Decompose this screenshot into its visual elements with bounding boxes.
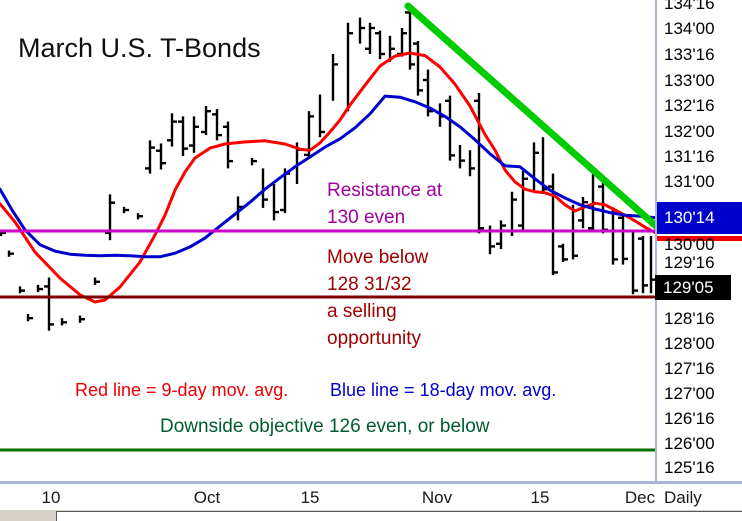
price-axis-label: 134'16 — [664, 0, 715, 13]
ma9-line — [0, 51, 657, 304]
price-marker-current: 130'14 — [657, 202, 742, 234]
resistance-annotation: Resistance at 130 even — [327, 177, 442, 231]
sell-annotation-line2: 128 31/32 — [327, 274, 412, 295]
price-axis-label: 125'16 — [664, 458, 715, 477]
timeframe-label: Daily — [664, 488, 702, 507]
price-axis-label: 129'16 — [664, 253, 715, 272]
price-axis-label: 130'00 — [664, 235, 715, 254]
price-axis-label: 128'16 — [664, 309, 715, 328]
price-chart — [0, 2, 657, 452]
ma18-line — [0, 94, 657, 259]
date-axis-label: Nov — [421, 488, 453, 507]
resistance-annotation-line2: 130 even — [327, 207, 406, 228]
price-axis-label: 126'16 — [664, 409, 715, 428]
date-axis-label: 15 — [530, 488, 550, 507]
price-axis-label: 132'16 — [664, 96, 715, 115]
price-pane[interactable]: March U.S. T-Bonds Resistance at 130 eve… — [0, 0, 657, 481]
legend-red-ma: Red line = 9-day mov. avg. — [75, 380, 289, 400]
sell-annotation-line1: Move below — [327, 247, 429, 268]
bottom-strip — [0, 510, 742, 521]
price-axis-label: 133'00 — [664, 71, 715, 90]
price-axis-label: 131'16 — [664, 147, 715, 166]
price-axis-label: 134'00 — [664, 19, 715, 38]
chart-title: March U.S. T-Bonds — [18, 33, 261, 63]
sell-annotation-line3: a selling — [327, 301, 397, 322]
resistance-annotation-line1: Resistance at — [327, 180, 443, 201]
downtrend-line — [404, 2, 657, 230]
sell-annotation: Move below 128 31/32 a selling opportuni… — [327, 244, 428, 352]
price-marker-red-strip — [657, 236, 742, 241]
price-axis-label: 128'00 — [664, 334, 715, 353]
price-axis-label: 127'00 — [664, 384, 715, 403]
price-axis-label: 127'16 — [664, 359, 715, 378]
pane-border — [0, 481, 742, 484]
objective-annotation: Downside objective 126 even, or below — [160, 416, 490, 437]
date-axis[interactable]: Daily 10 Oct 15 Nov 15 Dec — [0, 486, 742, 510]
date-axis-label: 15 — [300, 488, 320, 507]
date-axis-label: 10 — [41, 488, 61, 507]
sell-annotation-line4: opportunity — [327, 328, 422, 349]
date-axis-label: Dec — [624, 488, 656, 507]
lower-panel[interactable] — [56, 511, 742, 521]
date-axis-label: Oct — [193, 488, 221, 507]
price-axis-label: 132'00 — [664, 122, 715, 141]
price-axis-label: 131'00 — [664, 172, 715, 191]
price-marker-last: 129'05 — [655, 275, 731, 300]
price-axis-label: 133'16 — [664, 45, 715, 64]
price-axis[interactable]: 130'14 129'05 134'16 134'00 133'16 133'00 13… — [655, 0, 742, 481]
price-axis-label: 126'00 — [664, 434, 715, 453]
axis-separator — [655, 0, 657, 481]
legend-blue-ma: Blue line = 18-day mov. avg. — [330, 380, 557, 400]
